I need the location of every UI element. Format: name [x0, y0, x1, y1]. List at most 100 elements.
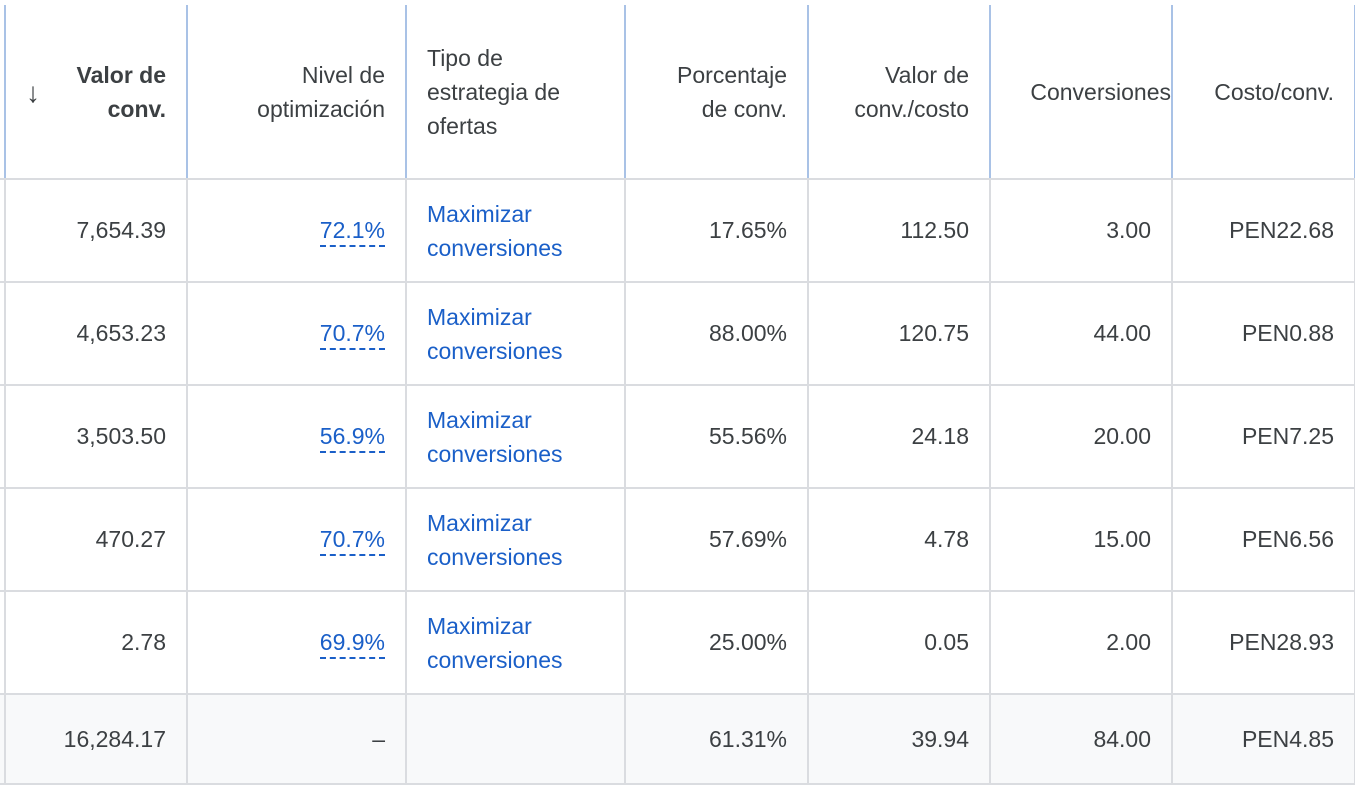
cell-value: 20.00 [1093, 423, 1151, 449]
cell-value: 120.75 [898, 320, 969, 346]
header-cell[interactable]: Nivel de optimización [186, 5, 407, 180]
cell: 7,654.39 [4, 178, 188, 283]
cell-value: 17.65% [708, 217, 787, 243]
cell-value: PEN0.88 [1241, 320, 1334, 346]
cell: 16,284.17 [4, 693, 188, 785]
cell: Maximizar conversiones [405, 178, 626, 283]
cell: 55.56% [624, 384, 809, 489]
total-value: 61.31% [708, 725, 787, 752]
cell-value: 25.00% [708, 629, 787, 655]
cell: 0.05 [807, 590, 991, 695]
cell-value: 7,654.39 [76, 217, 166, 243]
cell: Maximizar conversiones [405, 281, 626, 386]
cell: 2.78 [4, 590, 188, 695]
cell-value: PEN28.93 [1229, 629, 1334, 655]
cell-value: 44.00 [1093, 320, 1151, 346]
table-row: 4,653.23 70.7% Maximizar conversiones 88.00… [0, 281, 1355, 386]
cell: 470.27 [4, 487, 188, 592]
cell: 69.9% [186, 590, 407, 695]
cell-value: 55.56% [708, 423, 787, 449]
bid-strategy-link[interactable]: Maximizar conversiones [427, 406, 563, 467]
cell: 15.00 [989, 487, 1173, 592]
optimization-score[interactable]: 70.7% [319, 526, 385, 556]
total-value: 84.00 [1093, 725, 1151, 752]
cell: 3.00 [989, 178, 1173, 283]
cell: 56.9% [186, 384, 407, 489]
cell: PEN6.56 [1171, 487, 1355, 592]
cell [405, 693, 626, 785]
cell [0, 281, 6, 386]
cell-value: 88.00% [708, 320, 787, 346]
cell-value: 3,503.50 [76, 423, 166, 449]
column-title: Costo/conv. [1214, 78, 1334, 105]
optimization-score[interactable]: 72.1% [319, 217, 385, 247]
cell: PEN28.93 [1171, 590, 1355, 695]
optimization-score[interactable]: 56.9% [319, 423, 385, 453]
table-row: 470.27 70.7% Maximizar conversiones 57.69% 4… [0, 487, 1355, 592]
cell: 2.00 [989, 590, 1173, 695]
cell: Maximizar conversiones [405, 590, 626, 695]
cell: PEN22.68 [1171, 178, 1355, 283]
header-cell[interactable]: Tipo de estrategia de ofertas [405, 5, 626, 180]
column-title: Nivel de optimización [257, 61, 385, 122]
cell: 25.00% [624, 590, 809, 695]
cell: 3,503.50 [4, 384, 188, 489]
table-row: 7,654.39 72.1% Maximizar conversiones 17.65… [0, 178, 1355, 283]
page: ↓ Valor de conv. Nivel de optimización Ti… [0, 5, 1355, 805]
cell: 4.78 [807, 487, 991, 592]
header-cell[interactable]: ↓ Valor de conv. [4, 5, 188, 180]
cell: 17.65% [624, 178, 809, 283]
bid-strategy-link[interactable]: Maximizar conversiones [427, 303, 563, 364]
cell-value: 4.78 [924, 526, 969, 552]
optimization-score[interactable]: 70.7% [319, 320, 385, 350]
cell [0, 384, 6, 489]
cell: Maximizar conversiones [405, 487, 626, 592]
cell: PEN7.25 [1171, 384, 1355, 489]
header-cell [0, 5, 6, 180]
cell-value: 4,653.23 [76, 320, 166, 346]
bid-strategy-link[interactable]: Maximizar conversiones [427, 509, 563, 570]
column-title: Porcentaje de conv. [677, 61, 787, 122]
cell: 20.00 [989, 384, 1173, 489]
cell: 70.7% [186, 487, 407, 592]
cell: PEN0.88 [1171, 281, 1355, 386]
cell: PEN4.85 [1171, 693, 1355, 785]
column-title: Valor de conv. [76, 61, 166, 122]
header-cell[interactable]: Costo/conv. [1171, 5, 1355, 180]
cell [0, 178, 6, 283]
cell-value: PEN7.25 [1241, 423, 1334, 449]
cell-value: 2.78 [121, 629, 166, 655]
header-cell[interactable]: Porcentaje de conv. [624, 5, 809, 180]
header-cell[interactable]: Valor de conv./costo [807, 5, 991, 180]
bid-strategy-link[interactable]: Maximizar conversiones [427, 200, 563, 261]
cell-value: 112.50 [900, 217, 969, 243]
cell-value: 24.18 [911, 423, 969, 449]
cell-value: 0.05 [924, 629, 969, 655]
cell-value: 15.00 [1093, 526, 1151, 552]
cell: 44.00 [989, 281, 1173, 386]
bid-strategy-link[interactable]: Maximizar conversiones [427, 612, 563, 673]
cell: 72.1% [186, 178, 407, 283]
column-title: Valor de conv./costo [854, 61, 969, 122]
cell: 57.69% [624, 487, 809, 592]
cell: 24.18 [807, 384, 991, 489]
cell: 88.00% [624, 281, 809, 386]
header-cell[interactable]: Conversiones [989, 5, 1173, 180]
sort-arrow: ↓ [26, 76, 40, 108]
cell [0, 487, 6, 592]
optimization-score[interactable]: 69.9% [319, 629, 385, 659]
total-value: PEN4.85 [1241, 725, 1334, 752]
cell [0, 693, 6, 785]
total-row: 16,284.17 – 61.31% 39.94 84.00 PEN4.85 [0, 693, 1355, 785]
column-title: Conversiones [1030, 78, 1171, 105]
cell: 70.7% [186, 281, 407, 386]
header-row: ↓ Valor de conv. Nivel de optimización Ti… [0, 5, 1355, 180]
column-title: Tipo de estrategia de ofertas [427, 44, 560, 139]
report-table: ↓ Valor de conv. Nivel de optimización Ti… [0, 5, 1355, 785]
cell: 112.50 [807, 178, 991, 283]
cell: – [186, 693, 407, 785]
cell-value: 57.69% [708, 526, 787, 552]
cell: 61.31% [624, 693, 809, 785]
table-row: 3,503.50 56.9% Maximizar conversiones 55.56… [0, 384, 1355, 489]
cell-value: 470.27 [95, 526, 166, 552]
